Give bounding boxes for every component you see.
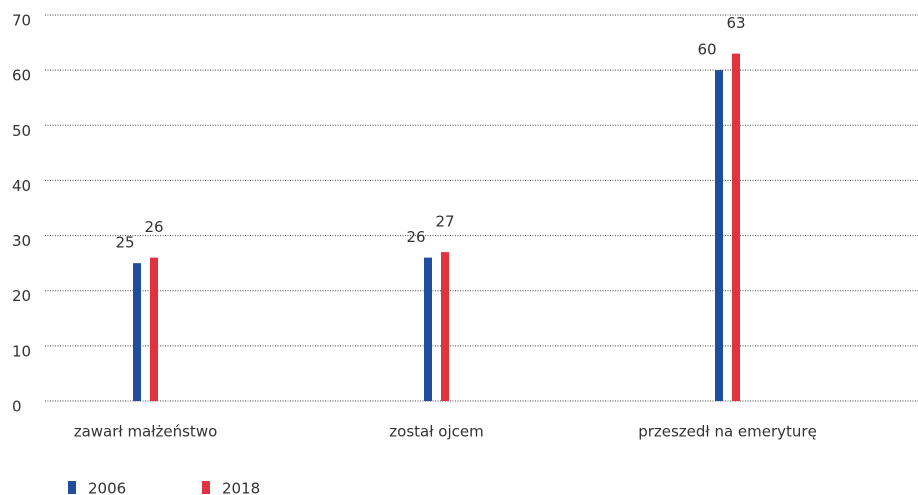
- y-tick-label: 70: [12, 12, 31, 30]
- legend-label: 2006: [88, 480, 126, 495]
- y-tick-label: 40: [12, 177, 31, 195]
- x-tick-label: zawarł małżeństwo: [74, 423, 218, 441]
- data-label: 26: [406, 228, 425, 246]
- bar: [441, 252, 449, 401]
- data-label: 27: [435, 213, 454, 231]
- data-label: 25: [115, 234, 134, 252]
- y-tick-label: 60: [12, 67, 31, 85]
- data-label: 26: [144, 218, 163, 236]
- bar: [732, 53, 740, 401]
- y-tick-label: 50: [12, 122, 31, 140]
- legend-swatch: [68, 481, 76, 494]
- bar: [133, 263, 141, 401]
- data-label: 63: [726, 14, 745, 32]
- legend-label: 2018: [222, 480, 260, 495]
- y-tick-label: 0: [12, 398, 22, 416]
- y-tick-label: 10: [12, 342, 31, 360]
- data-label: 60: [697, 41, 716, 59]
- bar: [424, 257, 432, 401]
- y-tick-label: 30: [12, 232, 31, 250]
- y-tick-label: 20: [12, 287, 31, 305]
- bar: [150, 257, 158, 401]
- x-tick-label: został ojcem: [389, 423, 483, 441]
- legend-swatch: [202, 481, 210, 494]
- bar: [715, 70, 723, 402]
- x-tick-label: przeszedł na emeryturę: [638, 423, 817, 441]
